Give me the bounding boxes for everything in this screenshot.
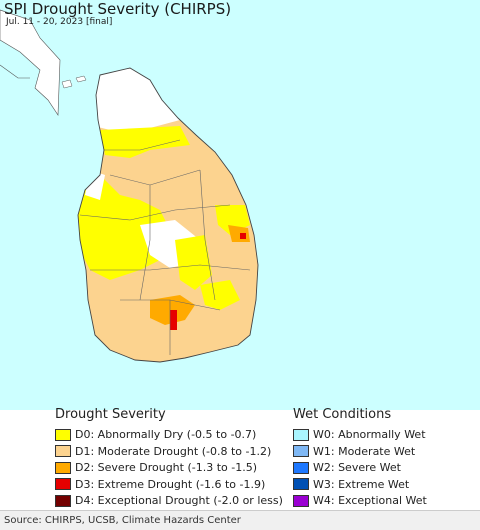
wet-legend-item: W3: Extreme Wet bbox=[293, 477, 409, 492]
drought-legend-item: D4: Exceptional Drought (-2.0 or less) bbox=[55, 493, 283, 508]
wet-legend-item: W1: Moderate Wet bbox=[293, 444, 415, 459]
map-subtitle: Jul. 11 - 20, 2023 [final] bbox=[6, 17, 113, 27]
wet-legend-title: Wet Conditions bbox=[293, 407, 392, 422]
wet-legend-item: W4: Exceptional Wet bbox=[293, 493, 427, 508]
wet-legend-swatch bbox=[293, 461, 309, 474]
drought-legend-label: D4: Exceptional Drought (-2.0 or less) bbox=[75, 494, 283, 507]
drought-legend-title: Drought Severity bbox=[55, 407, 166, 422]
wet-legend-label: W2: Severe Wet bbox=[313, 461, 401, 474]
drought-legend-label: D0: Abnormally Dry (-0.5 to -0.7) bbox=[75, 428, 257, 441]
drought-legend-label: D3: Extreme Drought (-1.6 to -1.9) bbox=[75, 477, 266, 491]
wet-legend-item: W2: Severe Wet bbox=[293, 460, 401, 475]
drought-legend-swatch bbox=[55, 478, 71, 490]
drought-legend-label: D1: Moderate Drought (-0.8 to -1.2) bbox=[75, 444, 272, 458]
d0-patch-central bbox=[175, 235, 212, 290]
d3-patch-east bbox=[240, 233, 246, 239]
d0-patch-east bbox=[200, 280, 240, 310]
drought-legend-swatch bbox=[55, 494, 71, 507]
drought-legend-swatch bbox=[55, 428, 71, 441]
d3-patch-south bbox=[170, 310, 177, 330]
source-credit: Source: CHIRPS, UCSB, Climate Hazards Ce… bbox=[0, 510, 480, 530]
map-title: SPI Drought Severity (CHIRPS) bbox=[4, 0, 232, 18]
d0-patch-west bbox=[78, 175, 170, 280]
wet-legend-swatch bbox=[293, 478, 309, 490]
island-outline bbox=[77, 67, 259, 363]
wet-legend-swatch bbox=[293, 494, 309, 507]
wet-legend-label: W4: Exceptional Wet bbox=[313, 494, 427, 507]
drought-legend-item: D1: Moderate Drought (-0.8 to -1.2) bbox=[55, 444, 271, 459]
wet-legend-label: W0: Abnormally Wet bbox=[313, 428, 426, 441]
wet-legend-label: W1: Moderate Wet bbox=[313, 444, 416, 458]
mainland-coast bbox=[0, 9, 61, 116]
wet-legend-swatch bbox=[293, 428, 309, 441]
drought-legend-item: D3: Extreme Drought (-1.6 to -1.9) bbox=[55, 477, 265, 492]
drought-legend-item: D2: Severe Drought (-1.3 to -1.5) bbox=[55, 460, 257, 475]
wet-legend-label: W3: Extreme Wet bbox=[313, 477, 410, 491]
drought-map: SPI Drought Severity (CHIRPS) Jul. 11 - … bbox=[0, 0, 480, 410]
map-canvas bbox=[0, 9, 259, 363]
mainland-islets bbox=[0, 64, 30, 79]
drought-legend-item: D0: Abnormally Dry (-0.5 to -0.7) bbox=[55, 427, 256, 442]
wet-legend-item: W0: Abnormally Wet bbox=[293, 427, 426, 442]
wet-legend-swatch bbox=[293, 445, 309, 457]
north-islets bbox=[61, 75, 87, 89]
drought-legend-swatch bbox=[55, 461, 71, 474]
drought-legend-label: D2: Severe Drought (-1.3 to -1.5) bbox=[75, 461, 258, 474]
drought-legend-swatch bbox=[55, 445, 71, 457]
district-borders bbox=[79, 139, 251, 355]
